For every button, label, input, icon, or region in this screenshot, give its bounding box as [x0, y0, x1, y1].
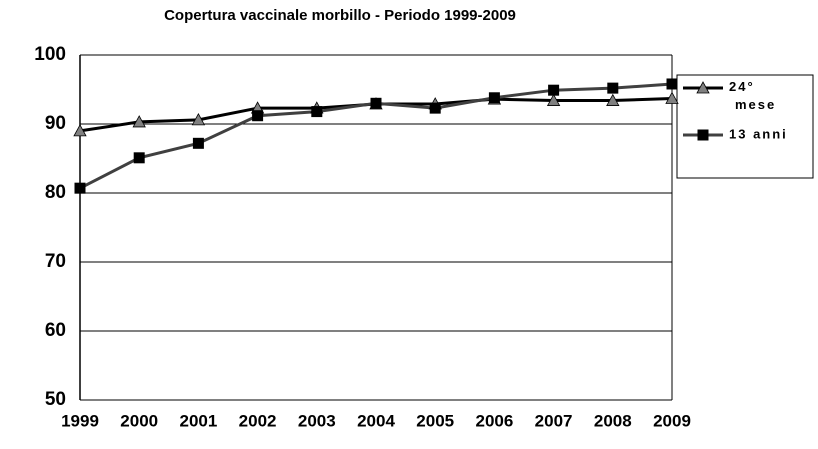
- data-point: [73, 124, 87, 137]
- x-tick-label: 2001: [179, 411, 217, 430]
- data-point: [546, 93, 561, 106]
- x-tick-label: 1999: [61, 411, 99, 430]
- y-tick-label: 50: [45, 389, 66, 410]
- data-point: [429, 102, 441, 114]
- x-tick-label: 2003: [298, 411, 336, 430]
- x-tick-label: 2007: [535, 411, 573, 430]
- x-tick-label: 2009: [653, 411, 691, 430]
- x-tick-label: 2004: [357, 411, 395, 430]
- data-point: [666, 78, 678, 90]
- data-point: [133, 152, 145, 164]
- y-tick-label: 90: [45, 113, 66, 134]
- x-tick-label: 2006: [475, 411, 513, 430]
- data-point: [548, 84, 560, 96]
- y-tick-label: 70: [45, 251, 66, 272]
- data-point: [192, 137, 204, 149]
- data-point: [606, 93, 620, 106]
- data-point: [191, 113, 206, 126]
- x-tick-label: 2005: [416, 411, 454, 430]
- legend-label: 24° mese: [729, 79, 776, 112]
- data-point: [370, 97, 382, 109]
- data-point: [132, 115, 146, 128]
- y-tick-label: 80: [45, 182, 66, 203]
- x-tick-label: 2000: [120, 411, 158, 430]
- data-point: [252, 110, 264, 122]
- legend-marker: [696, 81, 710, 94]
- data-point: [74, 182, 86, 194]
- x-tick-label: 2002: [239, 411, 277, 430]
- y-tick-label: 100: [34, 44, 66, 65]
- legend-label: 13 anni: [729, 126, 788, 141]
- data-point: [607, 82, 619, 94]
- chart-title: Copertura vaccinale morbillo - Periodo 1…: [164, 7, 516, 24]
- y-tick-label: 60: [45, 320, 66, 341]
- legend-marker: [697, 129, 709, 141]
- data-point: [665, 91, 679, 104]
- data-point: [311, 106, 323, 118]
- x-tick-label: 2008: [594, 411, 632, 430]
- data-point: [488, 92, 500, 104]
